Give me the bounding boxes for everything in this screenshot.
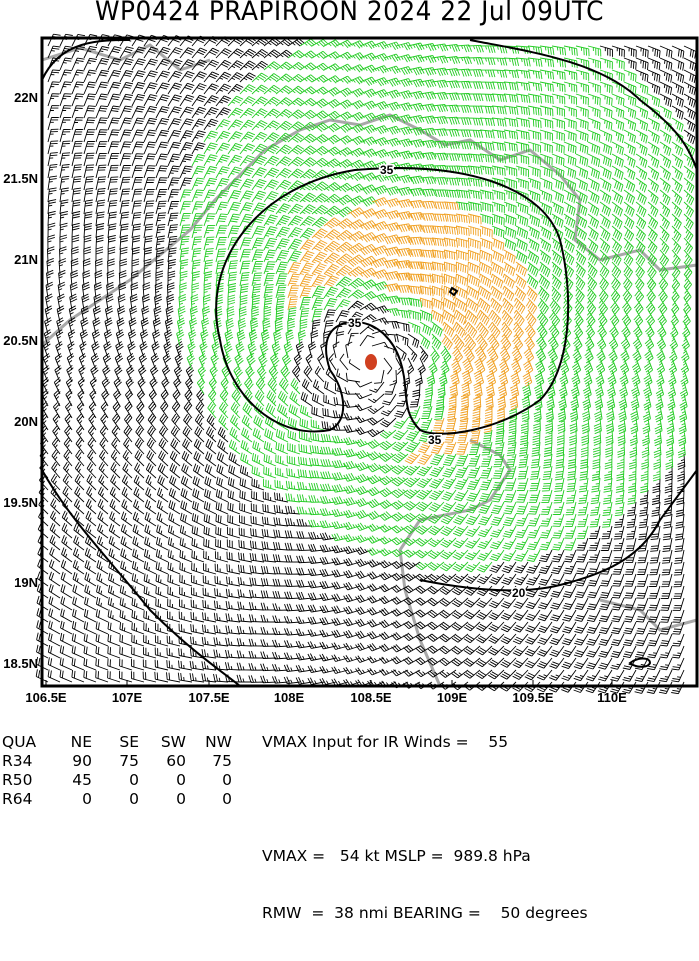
- barbs-34-49kt: [176, 38, 696, 573]
- y-tick-label: 20.5N: [3, 333, 38, 348]
- table-cell: SW: [160, 733, 186, 751]
- table-cell: R64: [2, 790, 33, 808]
- chart-title: WP0424 PRAPIROON 2024 22 Jul 09UTC: [94, 0, 604, 27]
- table-cell: NE: [70, 733, 92, 751]
- table-cell: 0: [176, 790, 186, 808]
- x-tick-label: 108E: [274, 690, 305, 705]
- contour-label: 35: [380, 163, 394, 177]
- contour-label: 20: [512, 586, 526, 600]
- table-cell: 0: [129, 790, 139, 808]
- y-tick-label: 19.5N: [3, 495, 38, 510]
- vmax-mslp: VMAX = 54 kt MSLP = 989.8 hPa: [262, 847, 531, 865]
- table-row: R34 90 75 60 75: [2, 752, 242, 771]
- storm-center-marker: [365, 354, 377, 370]
- x-tick-label: 107.5E: [188, 690, 230, 705]
- y-tick-label: 22N: [14, 90, 38, 105]
- rmw-bearing: RMW = 38 nmi BEARING = 50 degrees: [262, 904, 588, 922]
- x-tick-label: 106.5E: [25, 690, 67, 705]
- table-cell: NW: [205, 733, 232, 751]
- table-cell: QUA: [2, 733, 37, 751]
- table-cell: 75: [119, 752, 139, 770]
- x-tick-label: 109.5E: [512, 690, 554, 705]
- x-tick-label: 107E: [112, 690, 143, 705]
- contour-label: 35: [428, 433, 442, 447]
- table-cell: R50: [2, 771, 33, 789]
- radii-table: QUA NE SE SW NW R34 90 75 60 75 R50 45 0 0 0 R64 0 0 0 0: [2, 695, 242, 847]
- x-tick-label: 109E: [437, 690, 468, 705]
- x-tick-label: 110E: [597, 690, 627, 705]
- barbs-50-63kt: [287, 197, 538, 465]
- barbs-below-34kt: [35, 33, 697, 695]
- contours: [41, 39, 698, 687]
- summary: VMAX Input for IR Winds = 55 VMAX = 54 k…: [262, 695, 588, 961]
- y-tick-label: 18.5N: [3, 656, 38, 671]
- table-cell: 0: [222, 771, 232, 789]
- x-tick-label: 108.5E: [350, 690, 392, 705]
- table-cell: SE: [119, 733, 139, 751]
- contour-label: 35: [348, 316, 362, 330]
- table-row: R64 0 0 0 0: [2, 790, 242, 809]
- table-cell: 60: [166, 752, 186, 770]
- table-cell: 0: [176, 771, 186, 789]
- y-tick-label: 21N: [14, 252, 38, 267]
- table-header: QUA NE SE SW NW: [2, 733, 242, 752]
- y-tick-label: 20N: [14, 414, 38, 429]
- table-cell: 0: [82, 790, 92, 808]
- y-tick-label: 19N: [14, 575, 38, 590]
- table-cell: 90: [72, 752, 92, 770]
- vmax-input: VMAX Input for IR Winds = 55: [262, 733, 509, 751]
- table-cell: 0: [129, 771, 139, 789]
- y-tick-label: 21.5N: [3, 171, 38, 186]
- table-cell: 75: [212, 752, 232, 770]
- table-cell: 0: [222, 790, 232, 808]
- table-row: R50 45 0 0 0: [2, 771, 242, 790]
- table-cell: R34: [2, 752, 33, 770]
- wind-map: 35 35 35 20 106.5E 107E 107.5E 108E 108.5E 10…: [3, 33, 699, 705]
- plot-frame: [40, 36, 699, 688]
- table-cell: 45: [72, 771, 92, 789]
